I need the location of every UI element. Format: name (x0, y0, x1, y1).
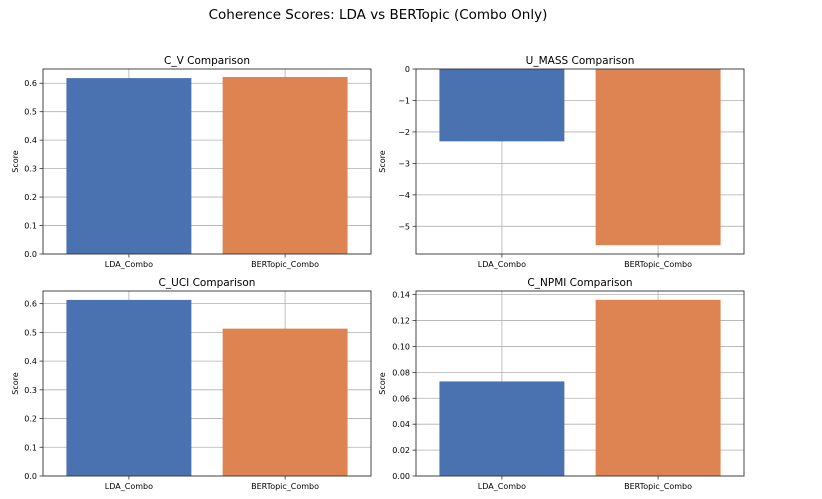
y-tick-label: −4 (398, 191, 410, 200)
panel-title: C_UCI Comparison (159, 277, 256, 289)
panel-title: C_NPMI Comparison (527, 277, 632, 289)
x-tick-label: BERTopic_Combo (624, 260, 692, 269)
axes-frame (42, 290, 372, 477)
y-axis-label: Score (11, 150, 20, 172)
y-axis-label: Score (11, 372, 20, 394)
y-tick-label: 0.0 (24, 250, 37, 259)
x-tick-label: BERTopic_Combo (251, 260, 319, 269)
y-tick-label: 0.02 (392, 446, 410, 455)
y-tick-label: 0.3 (24, 386, 37, 395)
bar-lda-combo (439, 69, 565, 142)
x-tick-label: BERTopic_Combo (624, 482, 692, 491)
y-tick-label: 0.4 (24, 357, 37, 366)
bar-lda-combo (439, 381, 565, 476)
x-tick-label: LDA_Combo (478, 482, 526, 491)
y-axis-label: Score (378, 372, 387, 394)
y-tick-label: 0.08 (392, 368, 410, 377)
axes-frame (415, 290, 745, 477)
chart-panel-3: 0.0 0.1 0.2 0.3 0.4 0.5 0.6 LDA_Combo BERTopic_C… (11, 277, 372, 491)
panel-title: C_V Comparison (164, 55, 250, 67)
bar-bertopic-combo (595, 69, 721, 246)
y-tick-label: 0.6 (24, 79, 37, 88)
y-tick-label: 0.2 (24, 415, 37, 424)
y-tick-label: 0.4 (24, 136, 37, 145)
y-tick-label: 0.00 (392, 472, 410, 481)
x-tick-label: LDA_Combo (105, 482, 153, 491)
y-tick-label: 0.2 (24, 193, 37, 202)
x-tick-label: LDA_Combo (105, 260, 153, 269)
bar-bertopic-combo (222, 76, 348, 254)
bar-lda-combo (66, 299, 192, 476)
chart-panel-1: 0.0 0.1 0.2 0.3 0.4 0.5 0.6 LDA_Combo BERTopic_C… (11, 55, 372, 269)
x-tick-label: BERTopic_Combo (251, 482, 319, 491)
y-tick-label: −1 (398, 96, 410, 105)
axes-frame (42, 68, 372, 255)
x-tick-label: LDA_Combo (478, 260, 526, 269)
y-tick-label: 0.3 (24, 165, 37, 174)
subplot-grid: 0.0 0.1 0.2 0.3 0.4 0.5 0.6 LDA_Combo BERTopic_C… (11, 55, 745, 491)
y-tick-label: 0.14 (392, 291, 410, 300)
y-tick-label: 0.0 (24, 472, 37, 481)
chart-panel-2: 0 −1 −2 −3 −4 −5 LDA_Combo BERTopic_Combo U_MASS… (378, 55, 745, 269)
y-tick-label: 0.06 (392, 394, 410, 403)
y-tick-label: 0.10 (392, 342, 410, 351)
y-tick-label: 0.5 (24, 108, 37, 117)
y-tick-label: 0.12 (392, 317, 410, 326)
y-tick-label: −3 (398, 159, 410, 168)
figure-suptitle: Coherence Scores: LDA vs BERTopic (Combo… (209, 7, 548, 23)
y-tick-label: −2 (398, 128, 410, 137)
axes-frame (415, 68, 745, 255)
y-axis-label: Score (378, 150, 387, 172)
y-tick-label: 0.1 (24, 222, 37, 231)
y-tick-label: −5 (398, 222, 410, 231)
bar-bertopic-combo (222, 328, 348, 476)
y-tick-label: 0.1 (24, 443, 37, 452)
y-tick-label: 0.04 (392, 420, 410, 429)
chart-panel-4: 0.00 0.02 0.04 0.06 0.08 0.10 0.12 0.14 LDA_Comb… (378, 277, 745, 491)
panel-title: U_MASS Comparison (526, 55, 635, 67)
bar-lda-combo (66, 78, 192, 254)
bar-bertopic-combo (595, 299, 721, 476)
y-tick-label: 0.5 (24, 328, 37, 337)
y-tick-label: 0 (405, 65, 410, 74)
y-tick-label: 0.6 (24, 300, 37, 309)
